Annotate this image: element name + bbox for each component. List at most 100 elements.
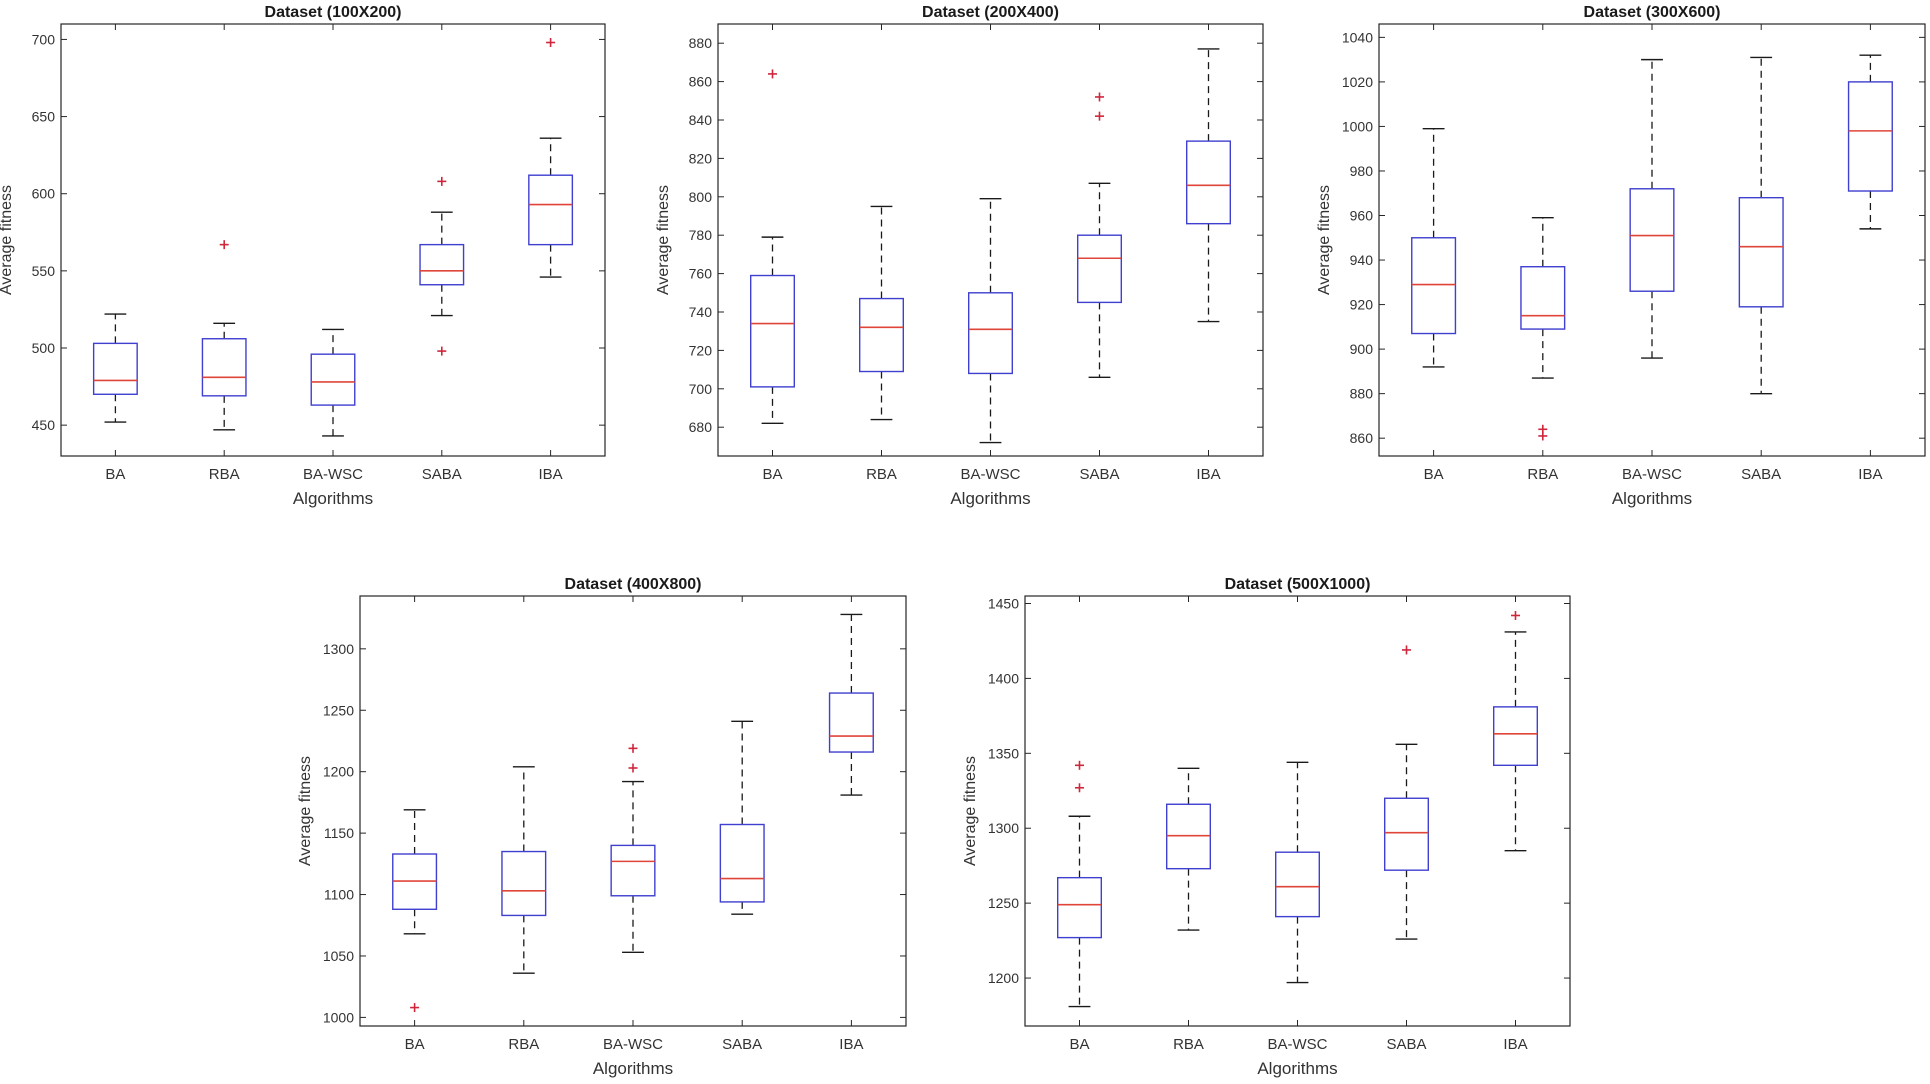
iqr-box	[1847, 81, 1893, 192]
x-tick-label: RBA	[1527, 466, 1558, 483]
x-axis-label: Algorithms	[593, 1059, 673, 1078]
chart-panel-3: Dataset (300X600) 860 880 900 920 940 960 980 10…	[1316, 4, 1926, 508]
x-tick-label: BA	[762, 466, 782, 483]
outlier-marker	[628, 743, 638, 753]
box-group-rba	[859, 205, 905, 421]
box-group-ba	[1411, 127, 1457, 368]
chart-panel-1: Dataset (100X200) 450 500 550 600 650 700 Avera…	[0, 4, 606, 508]
box-group-iba	[1185, 48, 1231, 323]
y-axis-label: Average fitness	[297, 756, 314, 866]
box-group-rba	[1165, 767, 1211, 931]
y-tick-label: 450	[32, 417, 56, 433]
y-tick-label: 720	[689, 342, 713, 358]
y-axis-label: Average fitness	[655, 185, 672, 295]
y-tick-label: 880	[689, 35, 713, 51]
y-tick-label: 900	[1350, 341, 1374, 357]
x-tick-label: BA	[405, 1036, 425, 1053]
x-tick-label: BA-WSC	[1622, 466, 1682, 483]
iqr-box	[528, 174, 574, 246]
y-tick-label: 880	[1350, 386, 1374, 402]
y-tick-label: 1100	[324, 887, 354, 903]
y-tick-label: 980	[1350, 163, 1374, 179]
iqr-box	[310, 353, 356, 406]
outlier-marker	[1538, 424, 1548, 434]
x-tick-label: IBA	[1503, 1036, 1527, 1053]
y-axis-label: Average fitness	[1316, 185, 1333, 295]
y-tick-label: 600	[32, 186, 56, 202]
box-group-rba	[201, 240, 247, 431]
chart-title: Dataset (200X400)	[922, 4, 1059, 21]
y-tick-label: 1000	[1342, 118, 1373, 134]
x-tick-label: RBA	[508, 1036, 539, 1053]
y-tick-label: 820	[689, 150, 713, 166]
chart-panel-5: Dataset (500X1000) 1200 1250 1300 1350 1400 14…	[962, 576, 1571, 1078]
x-axis-label: Algorithms	[293, 489, 373, 508]
plot-frame	[359, 595, 907, 1027]
x-tick-label: RBA	[1173, 1036, 1204, 1053]
iqr-box	[92, 342, 138, 395]
x-tick-label: BA-WSC	[603, 1036, 663, 1053]
y-tick-label: 550	[32, 263, 56, 279]
outlier-marker	[1095, 92, 1104, 102]
x-tick-label: RBA	[866, 466, 897, 483]
x-tick-label: RBA	[209, 466, 240, 483]
iqr-box	[859, 297, 905, 373]
y-tick-label: 740	[689, 304, 713, 320]
outlier-marker	[437, 176, 447, 186]
y-tick-label: 1040	[1342, 29, 1373, 45]
box-group-ba-wsc	[310, 328, 356, 437]
y-tick-label: 1200	[323, 764, 354, 780]
box-group-ba	[92, 313, 138, 423]
y-tick-label: 1020	[1342, 74, 1373, 90]
iqr-box	[201, 338, 247, 397]
iqr-box	[1056, 876, 1102, 939]
iqr-box	[1076, 234, 1122, 304]
outlier-marker	[1402, 645, 1411, 655]
y-tick-label: 800	[689, 189, 713, 205]
box-group-ba	[1056, 760, 1102, 1008]
box-group-saba	[1738, 56, 1784, 395]
outlier-marker	[410, 1003, 420, 1013]
x-tick-label: IBA	[1196, 466, 1220, 483]
iqr-box	[1411, 237, 1457, 335]
x-tick-label: SABA	[722, 1036, 762, 1053]
y-tick-label: 700	[689, 381, 713, 397]
chart-panel-2: Dataset (200X400) 680 700 720 740 760 780 800 82…	[655, 4, 1264, 508]
y-tick-label: 650	[32, 109, 56, 125]
box-group-ba	[392, 809, 438, 1013]
iqr-box	[1274, 851, 1320, 918]
plot-frame	[1378, 23, 1926, 457]
outlier-marker	[1095, 111, 1104, 121]
x-tick-label: IBA	[1858, 466, 1882, 483]
x-tick-label: SABA	[1386, 1036, 1426, 1053]
x-tick-label: SABA	[1741, 466, 1781, 483]
x-tick-label: IBA	[539, 466, 563, 483]
iqr-box	[828, 692, 874, 753]
box-group-ba	[750, 69, 796, 425]
outlier-marker	[1075, 783, 1084, 793]
y-tick-label: 1350	[988, 745, 1019, 761]
outlier-marker	[628, 763, 638, 773]
iqr-box	[1629, 188, 1675, 292]
iqr-box	[1738, 196, 1784, 308]
y-tick-label: 680	[689, 419, 713, 435]
x-tick-label: SABA	[1079, 466, 1119, 483]
x-tick-label: SABA	[422, 466, 462, 483]
chart-title: Dataset (500X1000)	[1225, 576, 1371, 593]
outlier-marker	[768, 69, 777, 79]
x-tick-label: BA-WSC	[961, 466, 1021, 483]
y-tick-label: 1250	[323, 702, 354, 718]
iqr-box	[1383, 797, 1429, 871]
y-tick-label: 860	[1350, 430, 1374, 446]
box-group-ba-wsc	[610, 743, 656, 953]
iqr-box	[1520, 266, 1566, 330]
x-axis-label: Algorithms	[1257, 1059, 1337, 1078]
y-tick-label: 500	[32, 340, 56, 356]
outlier-marker	[546, 38, 556, 48]
box-group-saba	[1383, 645, 1429, 940]
y-tick-label: 1000	[323, 1009, 354, 1025]
box-group-iba	[1847, 54, 1893, 230]
iqr-box	[750, 274, 796, 388]
box-group-ba-wsc	[1274, 761, 1320, 984]
